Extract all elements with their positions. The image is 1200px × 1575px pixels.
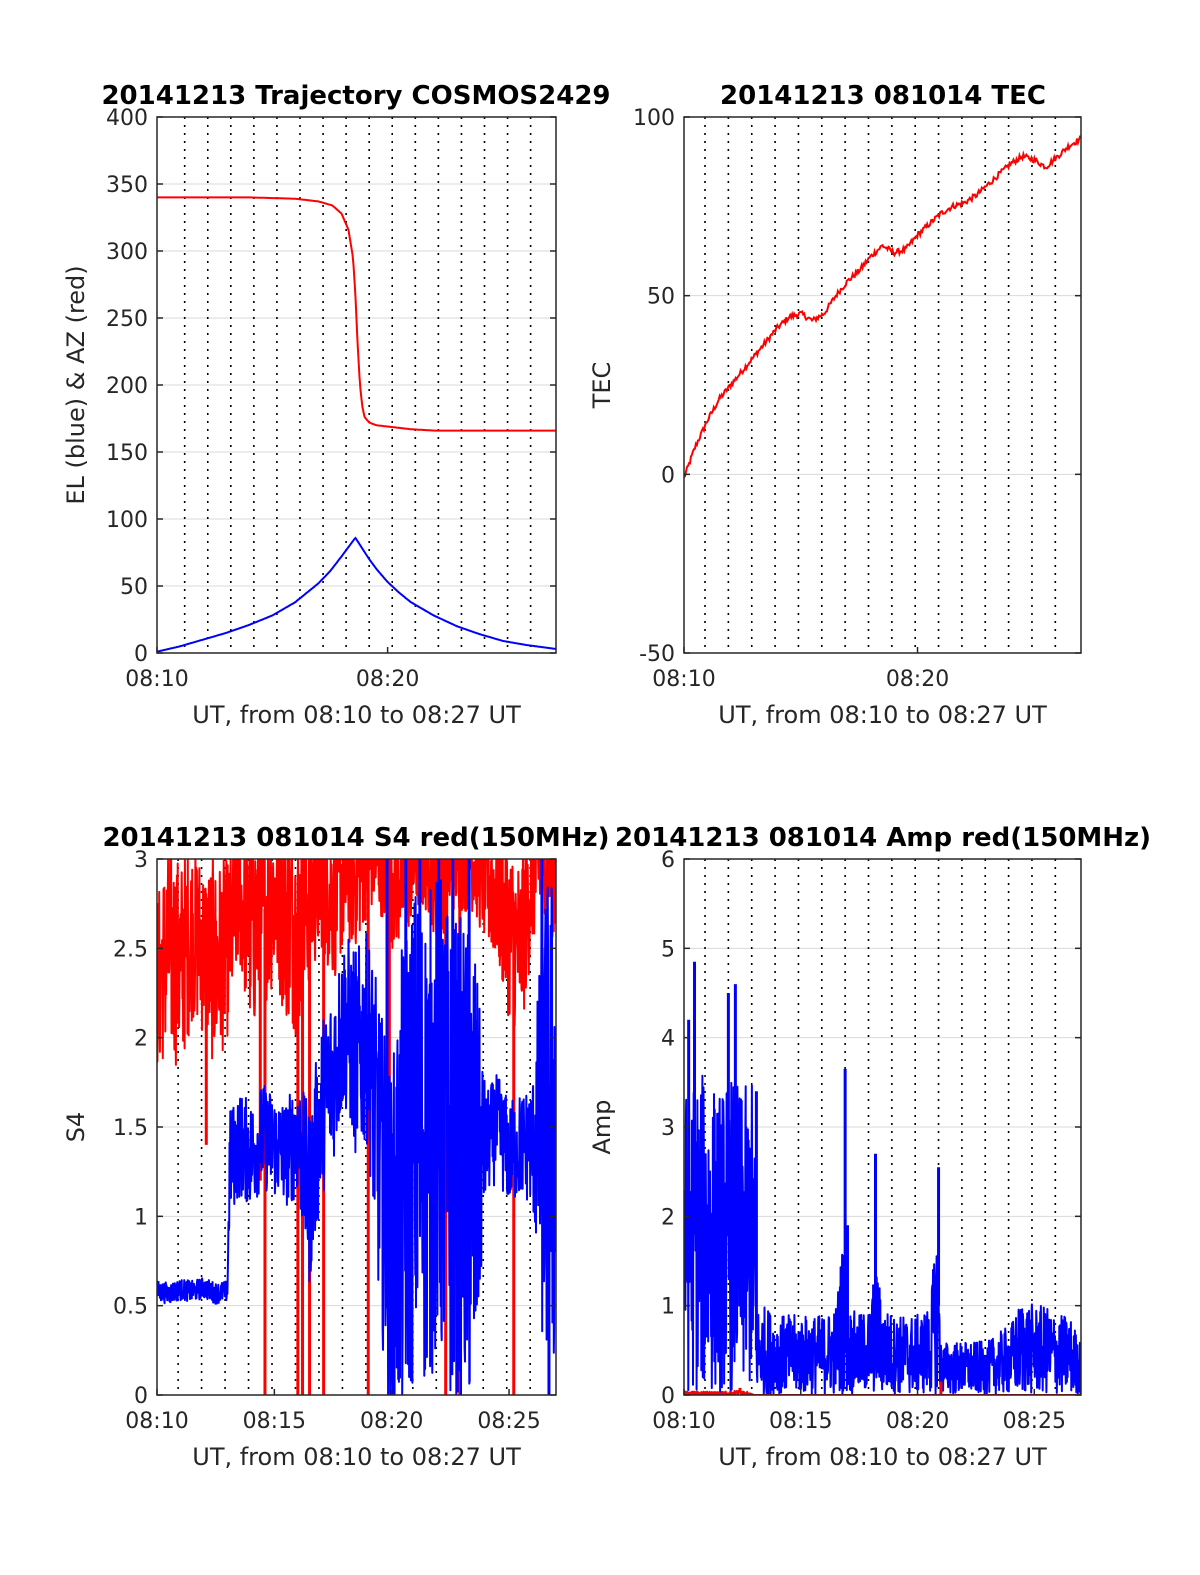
y-tick-label: 1 <box>134 1205 148 1230</box>
y-tick-label: 0 <box>134 1384 148 1409</box>
chart-title: 20141213 Trajectory COSMOS2429 <box>101 81 610 111</box>
x-tick-label: 08:15 <box>769 1409 832 1434</box>
series-noise-red <box>684 1389 1081 1395</box>
y-axis-label: TEC <box>588 362 616 410</box>
x-tick-label: 08:10 <box>652 1409 715 1434</box>
y-tick-label: 50 <box>647 285 675 310</box>
x-tick-label: 08:15 <box>243 1409 306 1434</box>
y-tick-label: 250 <box>106 307 148 332</box>
series-noise-red <box>157 859 556 1066</box>
y-tick-label: 0.5 <box>113 1295 148 1320</box>
y-tick-label: 0 <box>661 463 675 488</box>
panel-trajectory: 0 50 100 150 200 250 300 350 400 08:10 08:20 201412… <box>62 81 611 729</box>
y-tick-label: 50 <box>120 575 148 600</box>
panel-s4: 0 0.5 1 1.5 2 2.5 3 08:10 08:15 08:20 08:25 2014121… <box>62 823 610 1471</box>
x-axis-label: UT, from 08:10 to 08:27 UT <box>192 1443 521 1471</box>
y-tick-label: 400 <box>106 106 148 131</box>
y-tick-label: 100 <box>106 508 148 533</box>
y-tick-label: 200 <box>106 374 148 399</box>
data-layer <box>684 135 1081 478</box>
y-tick-label: 2.5 <box>113 937 148 962</box>
x-tick-label: 08:10 <box>652 667 715 692</box>
y-tick-label: 300 <box>106 240 148 265</box>
x-tick-label: 08:20 <box>356 667 419 692</box>
panel-tec: -50 0 50 100 08:10 08:20 20141213 081014 TEC UT… <box>588 81 1082 729</box>
x-tick-label: 08:10 <box>125 667 188 692</box>
series-line-azred <box>157 196 556 432</box>
y-tick-label: 5 <box>661 937 675 962</box>
y-tick-label: 3 <box>661 1116 675 1141</box>
data-layer <box>157 859 556 1395</box>
y-tick-label: 100 <box>633 106 675 131</box>
y-tick-label: 0 <box>661 1384 675 1409</box>
panel-amp: 0 1 2 3 4 5 6 08:10 08:15 08:20 08:25 20141213 0810… <box>588 823 1151 1471</box>
series-line-elblue <box>157 536 556 653</box>
x-axis-label: UT, from 08:10 to 08:27 UT <box>192 701 521 729</box>
x-tick-label: 08:20 <box>886 667 949 692</box>
series-line-tec <box>684 135 1081 478</box>
x-axis-label: UT, from 08:10 to 08:27 UT <box>718 701 1047 729</box>
chart-title: 20141213 081014 S4 red(150MHz) <box>102 823 609 853</box>
plot-area <box>684 117 1081 653</box>
data-layer <box>157 196 556 653</box>
axes-box <box>683 116 1082 654</box>
x-axis-label: UT, from 08:10 to 08:27 UT <box>718 1443 1047 1471</box>
y-tick-label: 4 <box>661 1027 675 1052</box>
data-layer <box>684 961 1081 1395</box>
chart-title: 20141213 081014 Amp red(150MHz) <box>615 823 1151 853</box>
x-tick-label: 08:25 <box>477 1409 540 1434</box>
y-axis-label: S4 <box>62 1112 90 1143</box>
y-tick-label: 150 <box>106 441 148 466</box>
y-tick-label: 2 <box>661 1205 675 1230</box>
y-axis-label: Amp <box>588 1099 616 1154</box>
x-tick-label: 08:20 <box>886 1409 949 1434</box>
y-tick-label: 1 <box>661 1295 675 1320</box>
x-tick-label: 08:10 <box>125 1409 188 1434</box>
series-noise-blue <box>157 879 556 1395</box>
y-tick-label: 6 <box>661 848 675 873</box>
y-tick-label: 0 <box>134 642 148 667</box>
x-tick-label: 08:25 <box>1003 1409 1066 1434</box>
x-tick-label: 08:20 <box>360 1409 423 1434</box>
y-axis-label: EL (blue) & AZ (red) <box>62 265 90 504</box>
y-tick-label: 350 <box>106 173 148 198</box>
chart-title: 20141213 081014 TEC <box>720 81 1046 111</box>
y-tick-label: 3 <box>134 848 148 873</box>
y-tick-label: 1.5 <box>113 1116 148 1141</box>
y-tick-label: -50 <box>639 642 675 667</box>
series-noise-blue <box>684 1074 1081 1395</box>
y-tick-label: 2 <box>134 1027 148 1052</box>
